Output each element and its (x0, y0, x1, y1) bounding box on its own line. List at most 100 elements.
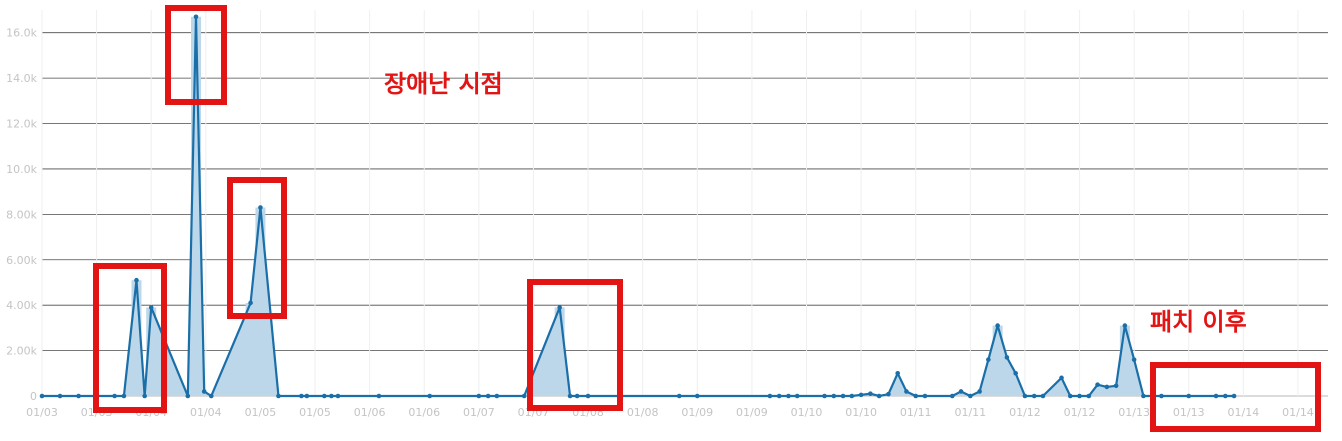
data-point (148, 305, 154, 310)
data-point (329, 393, 334, 399)
data-point (585, 393, 591, 399)
highlight-box-2 (165, 5, 227, 105)
data-point (694, 393, 700, 399)
data-point (767, 393, 773, 399)
data-point (476, 393, 482, 399)
y-tick-label: 2.00k (6, 345, 37, 358)
x-axis-ticks: 01/03 01/03 01/04 01/04 01/05 01/05 01/06 01/06… (26, 406, 1314, 419)
data-point (248, 300, 253, 306)
data-point (1022, 393, 1028, 399)
x-tick-label: 01/12 (1064, 406, 1096, 419)
x-tick-label: 01/06 (408, 406, 440, 419)
data-point (494, 393, 500, 399)
data-point (1004, 355, 1010, 360)
data-point (1031, 393, 1037, 399)
x-tick-label: 01/10 (845, 406, 877, 419)
x-tick-label: 01/12 (1009, 406, 1041, 419)
data-point (335, 393, 341, 399)
data-point (185, 393, 191, 399)
x-tick-label: 01/05 (245, 406, 277, 419)
area-path (42, 16, 1235, 396)
data-point (1186, 393, 1192, 399)
data-point (1067, 393, 1073, 399)
y-tick-label: 0 (30, 390, 37, 403)
data-point (485, 393, 491, 399)
data-point (567, 393, 573, 399)
x-tick-label: 01/05 (299, 406, 331, 419)
x-tick-label: 01/13 (1118, 406, 1150, 419)
data-point (39, 393, 45, 399)
annotation-failure-point: 장애난 시점 (384, 70, 503, 98)
data-point (304, 393, 310, 399)
y-tick-label: 16.0k (6, 27, 37, 40)
x-tick-label: 01/04 (190, 406, 222, 419)
y-tick-label: 4.00k (6, 299, 37, 312)
y-axis-ticks: 0 2.00k 4.00k 6.00k 8.00k 10.0k 12.0k 14.0k 16.0… (6, 27, 37, 403)
highlight-boxes (93, 5, 1321, 432)
data-point (776, 393, 782, 399)
data-point (299, 393, 304, 399)
data-point (831, 393, 837, 399)
data-point (193, 14, 199, 20)
data-point (1040, 393, 1046, 399)
data-point (1122, 323, 1128, 328)
x-tick-label: 01/08 (627, 406, 659, 419)
data-point (376, 393, 382, 399)
data-point (1013, 370, 1018, 376)
data-point (134, 277, 139, 283)
data-point (1231, 393, 1237, 399)
x-tick-label: 01/13 (1173, 406, 1205, 419)
data-point (995, 323, 1000, 328)
data-point (913, 393, 919, 399)
data-point (958, 389, 964, 394)
x-tick-label: 01/14 (1282, 406, 1314, 419)
y-tick-label: 14.0k (6, 72, 37, 85)
y-tick-label: 10.0k (6, 163, 37, 176)
data-point (895, 370, 900, 376)
data-point (521, 393, 527, 399)
data-point (1095, 382, 1100, 387)
data-point (322, 393, 327, 399)
x-tick-label: 01/09 (681, 406, 713, 419)
data-point (76, 393, 81, 399)
series-points (39, 14, 1237, 399)
data-point (858, 392, 864, 398)
data-point (1213, 393, 1219, 399)
y-tick-label: 6.00k (6, 254, 37, 267)
y-tick-label: 8.00k (6, 208, 37, 221)
data-point (986, 357, 991, 362)
data-point (574, 393, 580, 399)
data-point (922, 393, 928, 399)
data-point (1141, 393, 1146, 399)
x-tick-label: 01/07 (463, 406, 495, 419)
data-point (950, 393, 955, 399)
data-point (201, 389, 207, 394)
data-point (258, 205, 263, 210)
x-tick-label: 01/03 (26, 406, 58, 419)
x-tick-label: 01/14 (1228, 406, 1260, 419)
data-point (1223, 393, 1228, 399)
data-point (1077, 393, 1082, 399)
data-point (876, 393, 882, 399)
data-point (557, 305, 562, 310)
data-point (142, 393, 147, 399)
series-line (42, 15, 1235, 398)
data-point (1159, 393, 1164, 399)
data-point (208, 393, 214, 399)
x-tick-label: 01/06 (354, 406, 386, 419)
data-point (977, 389, 982, 394)
data-point (868, 391, 873, 397)
data-point (822, 393, 827, 399)
data-point (112, 393, 117, 399)
data-point (886, 391, 891, 397)
data-point (276, 393, 281, 399)
data-point (849, 393, 855, 399)
annotation-after-patch: 패치 이후 (1150, 308, 1247, 336)
highlight-box-1 (93, 263, 167, 413)
data-point (1059, 375, 1064, 381)
data-point (840, 393, 846, 399)
highlight-box-4 (527, 279, 623, 411)
data-point (1113, 383, 1119, 389)
